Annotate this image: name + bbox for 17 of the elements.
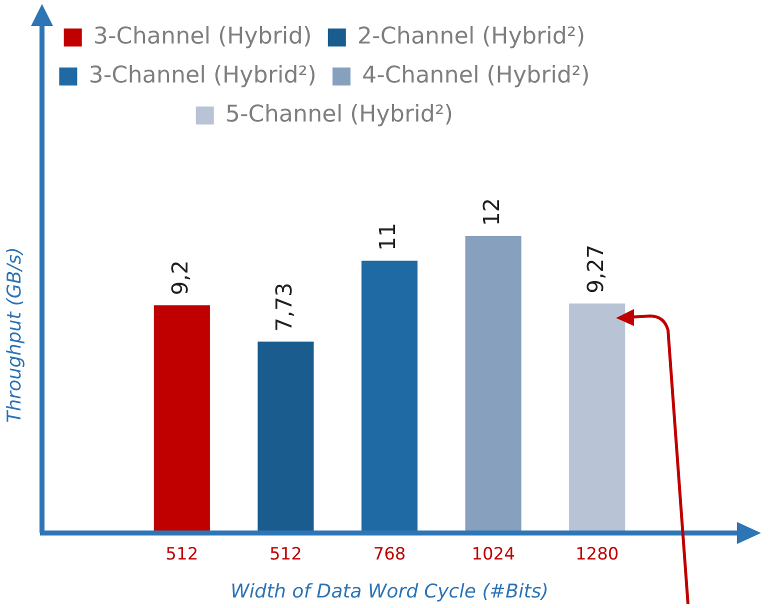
legend-label: 4-Channel (Hybrid²) <box>362 62 590 88</box>
data-label: 9,2 <box>168 260 194 296</box>
x-tick-label: 1280 <box>575 544 619 564</box>
legend-label: 3-Channel (Hybrid) <box>93 23 312 50</box>
legend-label: 2-Channel (Hybrid²) <box>357 23 586 50</box>
data-label: 7,73 <box>272 282 298 332</box>
data-label: 11 <box>376 222 402 251</box>
x-tick-label: 768 <box>373 544 406 564</box>
x-tick-label: 512 <box>166 544 198 564</box>
y-axis-title: Throughput (GB/s) <box>3 247 26 423</box>
legend-label: 3-Channel (Hybrid²) <box>88 62 317 88</box>
data-label: 9,27 <box>584 244 609 294</box>
legend-label: 5-Channel (Hybrid²) <box>225 101 454 128</box>
data-label: 12 <box>480 198 506 226</box>
x-tick-label: 512 <box>269 544 302 564</box>
x-tick-label: 1024 <box>472 544 515 564</box>
x-axis-title: Width of Data Word Cycle (#Bits) <box>230 580 549 603</box>
